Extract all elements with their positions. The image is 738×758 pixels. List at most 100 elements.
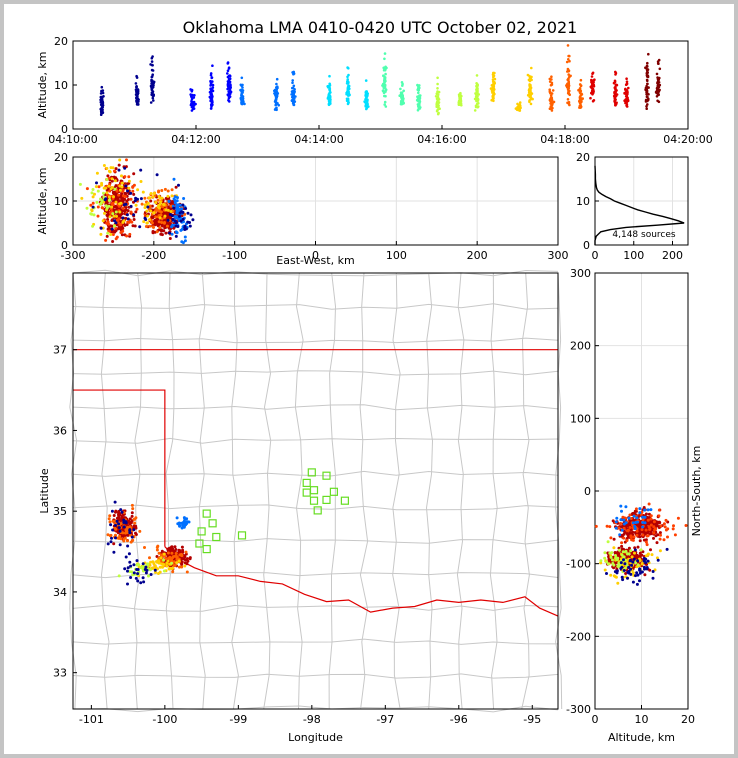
source-point bbox=[619, 561, 623, 565]
source-point bbox=[160, 549, 164, 553]
source-point bbox=[635, 516, 639, 520]
source-point bbox=[552, 100, 556, 104]
source-point bbox=[102, 164, 106, 167]
source-point bbox=[165, 561, 169, 565]
source-point bbox=[292, 92, 295, 96]
source-point bbox=[548, 77, 552, 81]
source-point bbox=[154, 570, 157, 574]
source-point bbox=[174, 185, 178, 189]
source-point bbox=[645, 89, 648, 92]
source-point bbox=[629, 534, 633, 538]
x-tick-label: -100 bbox=[222, 249, 247, 262]
source-point bbox=[594, 524, 598, 528]
source-point bbox=[657, 514, 661, 518]
source-point bbox=[644, 540, 648, 544]
x-tick-label: -98 bbox=[303, 713, 321, 726]
source-point bbox=[622, 558, 625, 562]
source-point bbox=[132, 525, 136, 529]
y-tick-label: -100 bbox=[566, 558, 591, 571]
source-point bbox=[100, 96, 104, 100]
source-point bbox=[101, 91, 105, 95]
source-point bbox=[121, 197, 125, 201]
source-point bbox=[665, 547, 669, 551]
source-point bbox=[147, 574, 150, 578]
source-point bbox=[529, 89, 532, 92]
county-line bbox=[425, 272, 434, 710]
source-point bbox=[148, 568, 152, 572]
source-point bbox=[117, 536, 121, 540]
source-point bbox=[166, 551, 170, 555]
source-point bbox=[103, 198, 107, 202]
source-point bbox=[492, 93, 495, 97]
y-tick-label: 0 bbox=[61, 123, 68, 136]
source-point bbox=[110, 227, 114, 231]
source-point bbox=[147, 196, 151, 200]
source-point bbox=[625, 539, 629, 542]
source-point bbox=[630, 555, 634, 559]
source-point bbox=[629, 517, 633, 520]
source-point bbox=[628, 513, 632, 517]
source-point bbox=[118, 158, 122, 162]
source-point bbox=[599, 559, 603, 563]
source-point bbox=[107, 184, 111, 188]
source-point bbox=[137, 100, 140, 103]
source-point bbox=[131, 189, 135, 193]
source-point bbox=[621, 515, 625, 519]
source-point bbox=[121, 216, 125, 220]
source-point bbox=[114, 167, 118, 171]
source-point bbox=[346, 78, 350, 81]
altitude-histogram-panel: 0 100 200 0 10 20 4,148 sources bbox=[576, 151, 689, 262]
source-point bbox=[638, 551, 642, 555]
source-point bbox=[577, 88, 580, 92]
source-point bbox=[124, 555, 128, 559]
source-point bbox=[150, 68, 154, 72]
source-point bbox=[634, 507, 638, 511]
source-point bbox=[117, 574, 121, 578]
source-point bbox=[646, 508, 650, 512]
source-point bbox=[117, 522, 121, 526]
source-point bbox=[328, 74, 331, 78]
source-point bbox=[211, 83, 215, 87]
source-point bbox=[131, 185, 135, 189]
source-point bbox=[614, 103, 617, 107]
source-point bbox=[367, 105, 370, 108]
source-point bbox=[156, 544, 160, 548]
source-point bbox=[612, 81, 616, 85]
source-point bbox=[110, 205, 114, 209]
source-point bbox=[634, 561, 638, 565]
source-point bbox=[384, 65, 387, 69]
source-point bbox=[491, 87, 495, 91]
y-tick-label: 35 bbox=[53, 505, 67, 518]
source-point bbox=[173, 198, 177, 202]
county-line bbox=[72, 370, 559, 376]
source-point bbox=[123, 166, 127, 170]
source-point bbox=[108, 229, 111, 233]
source-point bbox=[132, 528, 136, 532]
source-point bbox=[550, 97, 554, 101]
source-point bbox=[632, 557, 636, 561]
source-point bbox=[113, 526, 117, 530]
source-point bbox=[125, 158, 128, 162]
x-tick-label: 10 bbox=[635, 713, 649, 726]
source-point bbox=[517, 108, 520, 111]
source-point bbox=[134, 82, 138, 85]
source-point bbox=[101, 206, 105, 210]
source-point bbox=[141, 190, 145, 194]
lma-station-marker bbox=[307, 468, 316, 477]
source-point bbox=[435, 102, 439, 105]
source-point bbox=[383, 100, 387, 104]
source-point bbox=[228, 95, 231, 99]
y-tick-label: -300 bbox=[566, 703, 591, 716]
source-point bbox=[655, 522, 659, 526]
source-point bbox=[548, 90, 552, 93]
source-point bbox=[178, 524, 182, 528]
source-point bbox=[89, 203, 93, 207]
source-point bbox=[633, 509, 637, 513]
source-point bbox=[150, 215, 154, 219]
source-point bbox=[189, 213, 193, 217]
source-point bbox=[627, 86, 630, 90]
source-point bbox=[131, 507, 135, 511]
source-point bbox=[172, 177, 176, 181]
y-tick-label: 20 bbox=[54, 151, 68, 164]
source-point bbox=[528, 86, 532, 89]
